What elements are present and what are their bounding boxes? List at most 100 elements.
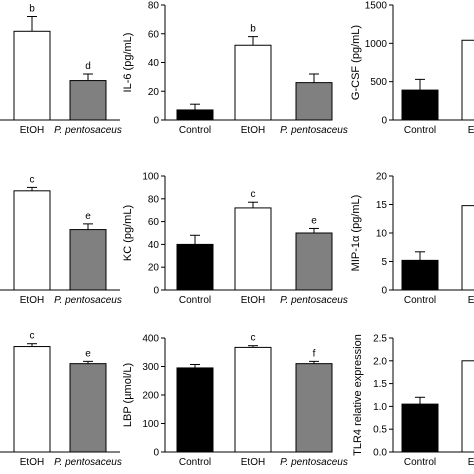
y-tick-label: 0.5 xyxy=(373,425,387,436)
category-label: EtOH xyxy=(20,125,44,136)
y-tick-label: 60 xyxy=(148,217,160,228)
y-tick-label: 0 xyxy=(381,116,387,127)
y-tick-label: 100 xyxy=(142,172,159,183)
significance-letter: c xyxy=(30,174,35,185)
bar xyxy=(69,229,107,291)
category-label: P. pentosaceus xyxy=(280,295,348,306)
bar xyxy=(13,30,51,121)
y-tick-label: 2.5 xyxy=(373,334,387,345)
category-label: EtOH xyxy=(20,295,44,306)
significance-letter: c xyxy=(251,189,256,200)
y-tick-label: 0 xyxy=(153,286,159,297)
panel-3-3: 0.0 0.5 1.0 1.5 2.0 2.5 TLR4 relative expressi… xyxy=(352,334,474,468)
category-label: Control xyxy=(179,295,211,306)
y-axis-title: TLR4 relative expression xyxy=(352,334,364,456)
y-tick-label: 1000 xyxy=(365,39,388,50)
category-label: Control xyxy=(404,295,436,306)
significance-letter: e xyxy=(311,215,317,226)
y-tick-label: 80 xyxy=(148,194,160,205)
y-tick-label: 0.0 xyxy=(373,448,387,459)
y-tick-label: 500 xyxy=(370,77,387,88)
y-tick-label: 0 xyxy=(381,286,387,297)
significance-letter: c xyxy=(251,333,256,344)
category-label: EtOH xyxy=(241,457,265,468)
y-tick-label: 10 xyxy=(376,229,388,240)
significance-letter: c xyxy=(30,331,35,342)
y-tick-label: 400 xyxy=(142,334,159,345)
bar xyxy=(461,205,474,291)
category-label: Control xyxy=(179,457,211,468)
category-label: Control xyxy=(404,125,436,136)
significance-letter: d xyxy=(85,61,91,72)
bar xyxy=(176,109,214,121)
bar xyxy=(461,360,474,453)
category-label: Control xyxy=(404,457,436,468)
bar xyxy=(234,346,272,453)
significance-letter: e xyxy=(85,211,91,222)
bar xyxy=(295,232,333,291)
category-label: EtOH xyxy=(20,457,44,468)
bar xyxy=(176,367,214,453)
category-label: P. pentosaceus xyxy=(54,125,122,136)
y-axis-title: MIP-1α (pg/mL) xyxy=(350,195,362,272)
bar xyxy=(461,39,474,121)
bar xyxy=(69,363,107,453)
y-axis-title: G-CSF (pg/mL) xyxy=(350,25,362,100)
bar xyxy=(176,243,214,291)
significance-letter: b xyxy=(250,24,256,35)
panel-1-2: 0 20 40 60 80 IL-6 (pg/mL) Control b EtOH P. pent… xyxy=(122,1,348,137)
bar xyxy=(69,80,107,121)
category-label: EtOH xyxy=(468,457,474,468)
panel-3-1: c EtOH e P. pentosaceus xyxy=(0,331,122,468)
bar xyxy=(401,259,439,291)
y-tick-label: 15 xyxy=(376,200,388,211)
bar xyxy=(13,346,51,453)
category-label: EtOH xyxy=(468,125,474,136)
category-label: Control xyxy=(179,125,211,136)
y-tick-label: 80 xyxy=(148,1,160,12)
y-axis-title: LBP (µmol/L) xyxy=(122,363,134,427)
panel-1-1: b EtOH d P. pentosaceus xyxy=(0,4,122,136)
y-tick-label: 1500 xyxy=(365,1,388,12)
y-tick-label: 5 xyxy=(381,257,387,268)
category-label: P. pentosaceus xyxy=(280,457,348,468)
y-tick-label: 60 xyxy=(148,29,160,40)
bar xyxy=(295,363,333,453)
y-tick-label: 1.0 xyxy=(373,402,387,413)
panel-2-2: 0 20 40 60 80 100 KC (pg/mL) Control c EtOH e P. pe… xyxy=(122,172,348,307)
y-tick-label: 0 xyxy=(153,448,159,459)
category-label: EtOH xyxy=(468,295,474,306)
y-axis-title: KC (pg/mL) xyxy=(122,205,134,261)
category-label: EtOH xyxy=(241,125,265,136)
bar xyxy=(401,403,439,453)
panel-3-2: 0 100 200 300 400 LBP (µmol/L) Control c EtOH f P.… xyxy=(122,333,348,468)
y-axis-title: IL-6 (pg/mL) xyxy=(122,33,134,93)
y-tick-label: 0 xyxy=(153,116,159,127)
bar xyxy=(295,82,333,121)
y-tick-label: 100 xyxy=(142,419,159,430)
y-tick-label: 40 xyxy=(148,240,160,251)
bar xyxy=(234,44,272,121)
category-label: P. pentosaceus xyxy=(54,295,122,306)
bar xyxy=(13,190,51,291)
significance-letter: b xyxy=(29,4,35,15)
y-tick-label: 2.0 xyxy=(373,356,387,367)
significance-letter: e xyxy=(85,348,91,359)
bar xyxy=(234,207,272,291)
y-tick-label: 300 xyxy=(142,362,159,373)
category-label: P. pentosaceus xyxy=(280,125,348,136)
category-label: P. pentosaceus xyxy=(54,457,122,468)
category-label: EtOH xyxy=(241,295,265,306)
bar xyxy=(401,89,439,121)
y-tick-label: 1.5 xyxy=(373,379,387,390)
y-tick-label: 40 xyxy=(148,58,160,69)
significance-letter: f xyxy=(313,348,316,359)
y-tick-label: 20 xyxy=(148,263,160,274)
y-tick-label: 20 xyxy=(376,172,388,183)
panel-2-1: c EtOH e P. pentosaceus xyxy=(0,174,122,306)
y-tick-label: 20 xyxy=(148,87,160,98)
y-tick-label: 200 xyxy=(142,391,159,402)
